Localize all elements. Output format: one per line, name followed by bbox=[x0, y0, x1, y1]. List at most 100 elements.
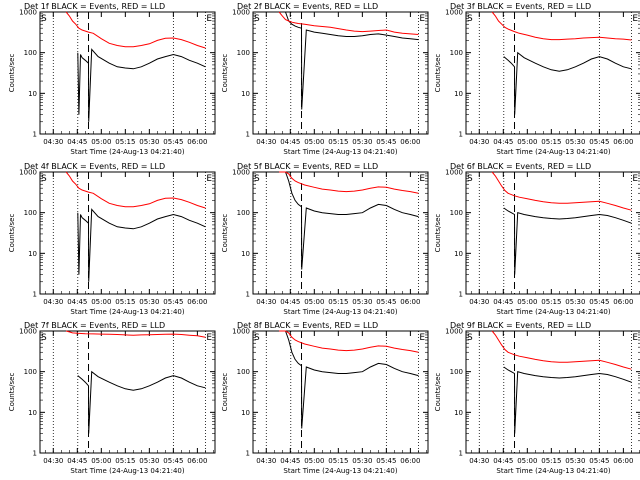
y-tick-label: 1 bbox=[246, 450, 250, 458]
end-marker: E bbox=[419, 333, 425, 343]
y-tick-label: 100 bbox=[237, 368, 250, 376]
y-axis-label: Counts/sec bbox=[434, 54, 442, 93]
x-tick-label: 05:45 bbox=[163, 298, 183, 306]
x-tick-label: 05:15 bbox=[115, 138, 135, 146]
panel-title: Det 9f BLACK = Events, RED = LLD bbox=[450, 321, 591, 330]
x-tick-label: 05:30 bbox=[565, 457, 585, 465]
x-tick-label: 06:00 bbox=[613, 298, 633, 306]
x-tick-label: 04:45 bbox=[67, 298, 87, 306]
y-tick-label: 1000 bbox=[19, 328, 37, 336]
y-tick-label: 1 bbox=[459, 291, 463, 299]
x-tick-label: 04:45 bbox=[493, 457, 513, 465]
x-tick-label: 05:15 bbox=[541, 457, 561, 465]
series-events-line bbox=[285, 171, 419, 270]
y-tick-label: 10 bbox=[454, 90, 463, 98]
x-tick-label: 04:45 bbox=[280, 457, 300, 465]
x-tick-label: 04:45 bbox=[280, 298, 300, 306]
y-axis-label: Counts/sec bbox=[221, 214, 229, 253]
series-events-line bbox=[285, 11, 419, 110]
x-tick-label: 04:30 bbox=[43, 138, 63, 146]
x-tick-label: 05:30 bbox=[565, 298, 585, 306]
x-tick-label: 04:30 bbox=[469, 457, 489, 465]
y-tick-label: 10 bbox=[241, 90, 250, 98]
y-tick-label: 1000 bbox=[232, 169, 250, 177]
end-marker: E bbox=[632, 333, 638, 343]
plot-frame bbox=[465, 11, 640, 135]
y-tick-label: 1 bbox=[459, 131, 463, 139]
plot-frame bbox=[39, 171, 216, 295]
x-tick-label: 05:15 bbox=[541, 138, 561, 146]
panel-title: Det 6f BLACK = Events, RED = LLD bbox=[450, 162, 591, 171]
end-marker: E bbox=[419, 174, 425, 184]
y-tick-label: 100 bbox=[237, 49, 250, 57]
series-lld-line bbox=[65, 11, 206, 49]
series-lld-line bbox=[491, 171, 632, 211]
series-lld-line bbox=[279, 171, 419, 194]
x-axis-label: Start Time (24-Aug-13 04:21:40) bbox=[70, 308, 184, 316]
panel-title: Det 2f BLACK = Events, RED = LLD bbox=[237, 2, 378, 11]
series-lld-line bbox=[491, 330, 632, 370]
start-marker: S bbox=[41, 14, 47, 24]
y-tick-label: 10 bbox=[28, 409, 37, 417]
panel-det-8: Det 8f BLACK = Events, RED = LLD 1 10 100 10… bbox=[221, 321, 429, 475]
panel-det-3: Det 3f BLACK = Events, RED = LLD 1 10 100 10… bbox=[434, 2, 640, 156]
x-tick-label: 05:45 bbox=[163, 457, 183, 465]
x-tick-label: 05:45 bbox=[376, 457, 396, 465]
x-axis-label: Start Time (24-Aug-13 04:21:40) bbox=[496, 467, 610, 475]
x-tick-label: 05:00 bbox=[517, 138, 537, 146]
y-tick-label: 100 bbox=[24, 368, 37, 376]
end-marker: E bbox=[206, 333, 212, 343]
start-marker: S bbox=[41, 333, 47, 343]
x-tick-label: 05:30 bbox=[352, 138, 372, 146]
x-tick-label: 04:30 bbox=[469, 298, 489, 306]
x-tick-label: 06:00 bbox=[400, 138, 420, 146]
panel-title: Det 4f BLACK = Events, RED = LLD bbox=[24, 162, 165, 171]
y-tick-label: 10 bbox=[454, 409, 463, 417]
y-tick-label: 1 bbox=[459, 450, 463, 458]
start-marker: S bbox=[467, 333, 473, 343]
series-lld-line bbox=[65, 171, 206, 209]
x-tick-label: 04:45 bbox=[280, 138, 300, 146]
y-axis-label: Counts/sec bbox=[8, 214, 16, 253]
x-axis-label: Start Time (24-Aug-13 04:21:40) bbox=[283, 148, 397, 156]
panel-det-6: Det 6f BLACK = Events, RED = LLD 1 10 100 10… bbox=[434, 162, 640, 316]
x-tick-label: 05:45 bbox=[589, 138, 609, 146]
plot-frame bbox=[465, 330, 640, 454]
y-axis-label: Counts/sec bbox=[221, 54, 229, 93]
y-tick-label: 100 bbox=[24, 49, 37, 57]
x-tick-label: 05:30 bbox=[352, 298, 372, 306]
y-tick-label: 1000 bbox=[232, 9, 250, 17]
y-tick-label: 1000 bbox=[445, 9, 463, 17]
y-tick-label: 1000 bbox=[19, 169, 37, 177]
panel-title: Det 3f BLACK = Events, RED = LLD bbox=[450, 2, 591, 11]
y-tick-label: 10 bbox=[28, 90, 37, 98]
x-tick-label: 04:45 bbox=[67, 138, 87, 146]
series-lld-line bbox=[65, 330, 206, 338]
series-events-line bbox=[77, 48, 206, 122]
start-marker: S bbox=[41, 174, 47, 184]
y-tick-label: 10 bbox=[28, 250, 37, 258]
x-tick-label: 05:15 bbox=[541, 298, 561, 306]
series-lld-line bbox=[278, 11, 419, 35]
y-axis-label: Counts/sec bbox=[221, 373, 229, 412]
x-tick-label: 04:30 bbox=[256, 457, 276, 465]
x-axis-label: Start Time (24-Aug-13 04:21:40) bbox=[70, 148, 184, 156]
x-axis-label: Start Time (24-Aug-13 04:21:40) bbox=[70, 467, 184, 475]
x-tick-label: 06:00 bbox=[187, 138, 207, 146]
end-marker: E bbox=[206, 174, 212, 184]
x-tick-label: 05:15 bbox=[328, 298, 348, 306]
y-tick-label: 10 bbox=[454, 250, 463, 258]
y-axis-label: Counts/sec bbox=[434, 373, 442, 412]
series-lld-line bbox=[279, 330, 419, 353]
y-tick-label: 1000 bbox=[445, 328, 463, 336]
y-tick-label: 1000 bbox=[232, 328, 250, 336]
x-tick-label: 04:30 bbox=[469, 138, 489, 146]
y-tick-label: 1000 bbox=[19, 9, 37, 17]
x-axis-label: Start Time (24-Aug-13 04:21:40) bbox=[283, 308, 397, 316]
panel-det-2: Det 2f BLACK = Events, RED = LLD 1 10 100 10… bbox=[221, 2, 429, 156]
x-tick-label: 04:45 bbox=[493, 298, 513, 306]
x-tick-label: 04:30 bbox=[43, 298, 63, 306]
x-tick-label: 04:30 bbox=[256, 298, 276, 306]
x-tick-label: 05:00 bbox=[304, 457, 324, 465]
